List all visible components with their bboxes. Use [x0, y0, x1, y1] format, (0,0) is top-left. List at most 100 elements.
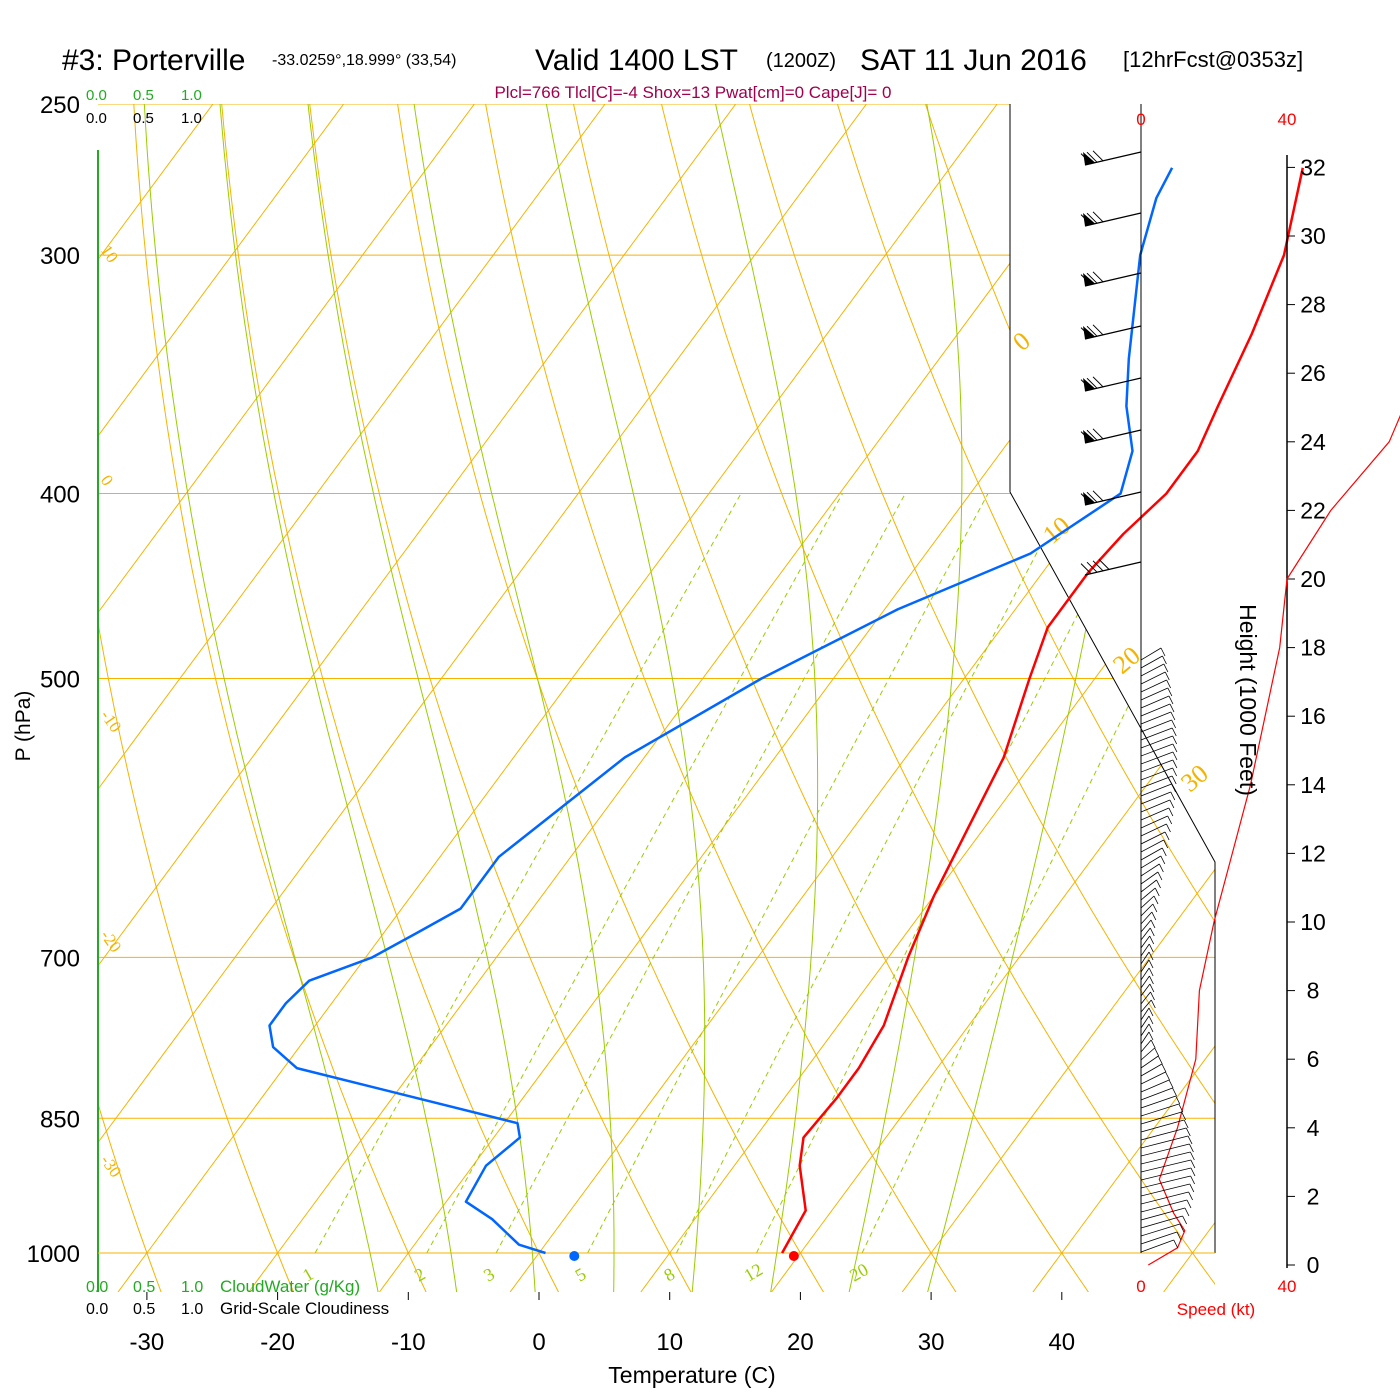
pressure-tick-label: 700	[40, 945, 80, 972]
forecast-info: [12hrFcst@0353z]	[1123, 47, 1303, 72]
wind-barb-low	[1178, 1103, 1184, 1113]
height-tick-label: 2	[1307, 1183, 1320, 1209]
wind-barb-low	[1140, 1167, 1192, 1181]
wind-barb-low	[1149, 983, 1155, 993]
wind-barb-low	[1140, 1199, 1188, 1213]
wind-speed-line	[1147, 414, 1400, 1266]
wind-barb-low	[1140, 1143, 1190, 1157]
wind-barb-low	[1148, 1031, 1154, 1041]
wind-barb-low	[1140, 919, 1152, 933]
dry-adiabat	[740, 104, 1215, 1292]
wind-barb-low	[1140, 1111, 1182, 1125]
cloudiness-scale-top-1: 0.5	[133, 110, 154, 127]
station-title: #3: Porterville	[62, 44, 245, 77]
wind-barb-low	[1140, 719, 1172, 733]
height-axis-title: Height (1000 Feet)	[1235, 604, 1261, 796]
wind-barb-low	[1140, 1183, 1190, 1197]
wind-barb-low	[1190, 1151, 1195, 1161]
wind-barb-low	[1140, 663, 1165, 677]
mixing-ratio-label: 5	[572, 1264, 590, 1286]
wind-barb-low	[1166, 679, 1171, 689]
height-tick-label: 0	[1307, 1252, 1320, 1278]
wind-barb-low	[1140, 863, 1160, 877]
isotherm-label: 0	[1007, 326, 1036, 357]
height-tick-label: 12	[1300, 840, 1326, 866]
cloudwater-scale-top-1: 0.5	[133, 87, 154, 104]
wind-barb-low	[1140, 743, 1174, 757]
wind-barb-low	[1160, 647, 1166, 657]
wind-barb-low	[1189, 1143, 1194, 1153]
isotherm-line	[277, 104, 1129, 1254]
wind-barb-low	[1140, 975, 1150, 989]
wind-barb	[1080, 490, 1142, 506]
wind-barb-low	[1162, 655, 1167, 665]
isotherm-label: -10	[97, 706, 126, 735]
wind-barb-low	[1170, 791, 1176, 801]
wind-barb-low	[1140, 1215, 1183, 1229]
wind-barb-low	[1140, 983, 1151, 997]
height-tick-label: 22	[1300, 497, 1326, 523]
isotherm-label: 10	[97, 241, 122, 266]
wind-barb-low	[1140, 1223, 1181, 1237]
cloudwater-scale-bottom-2: 1.0	[181, 1279, 203, 1296]
mixing-ratio-line	[861, 493, 1215, 1254]
wind-barb-low	[1181, 1111, 1187, 1121]
wind-barb-low	[1171, 727, 1177, 737]
wind-barb-low	[1172, 759, 1178, 769]
wind-barb-low	[1140, 1023, 1150, 1037]
wind-barb-low	[1140, 927, 1151, 941]
temperature-tick-label: 40	[1048, 1329, 1075, 1356]
wind-barb-low	[1187, 1135, 1193, 1145]
wind-barb-low	[1189, 1183, 1195, 1193]
surface-temperature-dot	[788, 1251, 799, 1261]
cloudwater-scale-bottom-0: 0.0	[86, 1279, 108, 1296]
wind-barb-low	[1154, 887, 1160, 897]
isotherm-line	[1323, 104, 1400, 1253]
wind-barb-low	[1169, 799, 1175, 809]
cloudwater-scale-top-2: 1.0	[181, 87, 202, 104]
wind-barb	[1080, 211, 1142, 227]
wind-barb-low	[1140, 1207, 1186, 1221]
height-tick-label: 6	[1307, 1046, 1320, 1072]
dry-adiabat	[98, 104, 163, 1292]
wind-barb-low	[1183, 1119, 1189, 1129]
valid-time: Valid 1400 LST	[535, 44, 738, 77]
height-tick-label: 26	[1300, 360, 1326, 386]
dry-adiabat	[305, 104, 693, 1292]
pressure-tick-label: 1000	[27, 1241, 80, 1268]
wind-barb-low	[1140, 1031, 1150, 1045]
wind-barb	[1080, 271, 1142, 287]
temperature-tick-label: 10	[656, 1329, 683, 1356]
wind-barb-low	[1140, 767, 1173, 781]
wind-barb-low	[1140, 1071, 1166, 1085]
wind-barb-low	[1140, 951, 1150, 965]
moist-adiabat	[307, 104, 536, 1292]
wind-barb-low	[1150, 999, 1156, 1009]
wind-barb-low	[1184, 1207, 1190, 1217]
dry-adiabat	[827, 104, 1215, 1292]
wind-barb	[1080, 376, 1142, 392]
wind-barb-low	[1140, 679, 1167, 693]
wind-panel: 0408012004080120024681012141618202224262…	[1080, 104, 1400, 1296]
mixing-ratio-label: 12	[741, 1259, 767, 1285]
pressure-tick-label: 500	[40, 667, 80, 694]
wind-barb-low	[1140, 1239, 1174, 1253]
height-tick-label: 18	[1300, 635, 1326, 661]
wind-barb-low	[1169, 703, 1175, 713]
surface-dewpoint-dot	[569, 1251, 580, 1261]
speed-tick-bottom: 0	[1136, 1277, 1145, 1296]
wind-barb	[1080, 324, 1142, 340]
wind-barb-low	[1140, 895, 1155, 909]
mixing-ratio-line	[426, 493, 843, 1254]
moist-adiabat	[413, 104, 615, 1292]
wind-barb-low	[1140, 855, 1162, 869]
speed-tick-top: 0	[1136, 110, 1145, 129]
wind-barb-low	[1140, 1015, 1150, 1029]
isotherm-line	[0, 1253, 16, 1292]
dry-adiabat	[913, 104, 1215, 1292]
wind-barb-low	[1140, 1103, 1179, 1117]
isotherm-line	[1192, 104, 1215, 1254]
wind-barb-low	[1140, 831, 1166, 845]
